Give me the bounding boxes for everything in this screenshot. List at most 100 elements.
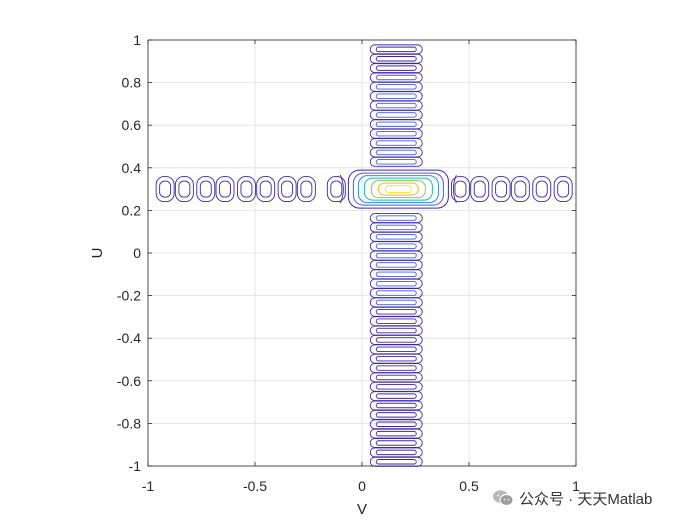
- contour-line: [375, 65, 417, 71]
- contour-line: [375, 365, 417, 371]
- contour-line: [375, 243, 417, 249]
- y-tick-label: 0.4: [122, 160, 142, 176]
- contour-line: [159, 180, 172, 198]
- contour-line: [375, 224, 417, 231]
- contour-line: [155, 176, 175, 203]
- contour-line: [375, 234, 417, 240]
- contour-line: [296, 176, 316, 203]
- contour-line: [375, 56, 417, 62]
- x-tick-label: -1: [142, 478, 155, 494]
- contour-line: [375, 252, 417, 259]
- contour-line: [370, 180, 426, 199]
- y-tick-label: -0.4: [117, 330, 141, 346]
- contour-line: [375, 280, 417, 287]
- contour-line: [375, 421, 417, 427]
- contour-line: [375, 131, 417, 137]
- x-axis-label: V: [357, 501, 367, 518]
- contour-line: [199, 180, 212, 198]
- contour-line: [375, 112, 417, 118]
- contour-line: [375, 84, 417, 90]
- contour-line: [375, 159, 417, 165]
- contour-line: [557, 180, 570, 198]
- contour-line: [375, 121, 417, 128]
- contour-line: [277, 176, 297, 203]
- contour-line: [375, 346, 417, 352]
- contour-line: [450, 176, 470, 203]
- contour-line: [553, 176, 573, 203]
- contour-line: [375, 440, 417, 446]
- y-tick-label: 0.6: [122, 117, 142, 133]
- y-tick-label: -0.2: [117, 288, 141, 304]
- contour-line: [352, 172, 444, 206]
- y-tick-label: 1: [133, 32, 141, 48]
- y-axis-label: U: [89, 248, 106, 259]
- contour-line: [375, 459, 417, 465]
- contour-line: [375, 374, 417, 381]
- contour-line: [375, 337, 417, 343]
- axis-ticks: -1 -0.5 0 0.5 1 1 0.8 0.6 0.4 0.2 0 -0.2 -0.4 -0.6 -0.…: [117, 32, 580, 494]
- contour-line: [510, 176, 530, 203]
- contour-line: [215, 176, 235, 203]
- contour-line: [384, 185, 412, 194]
- contour-line: [535, 180, 548, 198]
- contour-line: [375, 271, 417, 277]
- grid-lines: [147, 39, 577, 467]
- contour-line: [357, 175, 439, 204]
- contour-line: [375, 46, 417, 53]
- contour-line: [375, 393, 417, 399]
- contour-line: [454, 180, 467, 198]
- y-tick-label: -0.6: [117, 373, 141, 389]
- contour-line: [491, 176, 511, 203]
- contour-line: [196, 176, 216, 203]
- contour-line: [256, 176, 276, 203]
- contour-line: [375, 318, 417, 324]
- y-tick-label: 0.2: [122, 202, 142, 218]
- contour-line: [375, 299, 417, 306]
- contour-line: [375, 430, 417, 437]
- contour-line: [375, 327, 417, 334]
- x-tick-label: 1: [572, 478, 580, 494]
- contour-line: [375, 355, 417, 362]
- contour-line: [375, 215, 417, 221]
- x-tick-label: -0.5: [243, 478, 267, 494]
- contour-line: [495, 180, 508, 198]
- contour-line: [300, 180, 313, 198]
- contour-line: [375, 384, 417, 390]
- contour-line: [470, 176, 490, 203]
- contour-line: [330, 180, 343, 198]
- contour-line: [375, 290, 417, 296]
- contour-line: [240, 180, 253, 198]
- contour-line: [375, 309, 417, 315]
- contour-line: [236, 176, 256, 203]
- contour-line: [375, 402, 417, 409]
- contour-line: [532, 176, 552, 203]
- contour-line: [178, 180, 191, 198]
- wechat-logo-icon: [493, 490, 514, 506]
- contour-line: [281, 180, 294, 198]
- contour-line: [375, 93, 417, 99]
- y-tick-label: -1: [129, 458, 142, 474]
- contour-line: [375, 149, 417, 156]
- contour-line: [473, 180, 486, 198]
- contour-line: [375, 262, 417, 268]
- contour-line: [375, 140, 417, 146]
- contour-line: [375, 74, 417, 81]
- y-tick-label: 0: [133, 245, 141, 261]
- contour-line: [339, 174, 344, 204]
- contour-line: [174, 176, 194, 203]
- x-tick-label: 0.5: [459, 478, 479, 494]
- y-tick-label: 0.8: [122, 75, 142, 91]
- watermark: 公众号 · 天天Matlab: [492, 487, 652, 509]
- contour-line: [375, 412, 417, 418]
- contour-line: [219, 180, 231, 198]
- contour-line: [452, 174, 457, 204]
- contour-line: [326, 176, 346, 203]
- x-tick-label: 0: [358, 478, 366, 494]
- contour-line: [259, 180, 272, 198]
- y-tick-label: -0.8: [117, 415, 141, 431]
- contour-line: [369, 213, 423, 224]
- contour-line: [375, 102, 417, 109]
- contour-line: [377, 182, 419, 196]
- contour-line: [369, 44, 423, 55]
